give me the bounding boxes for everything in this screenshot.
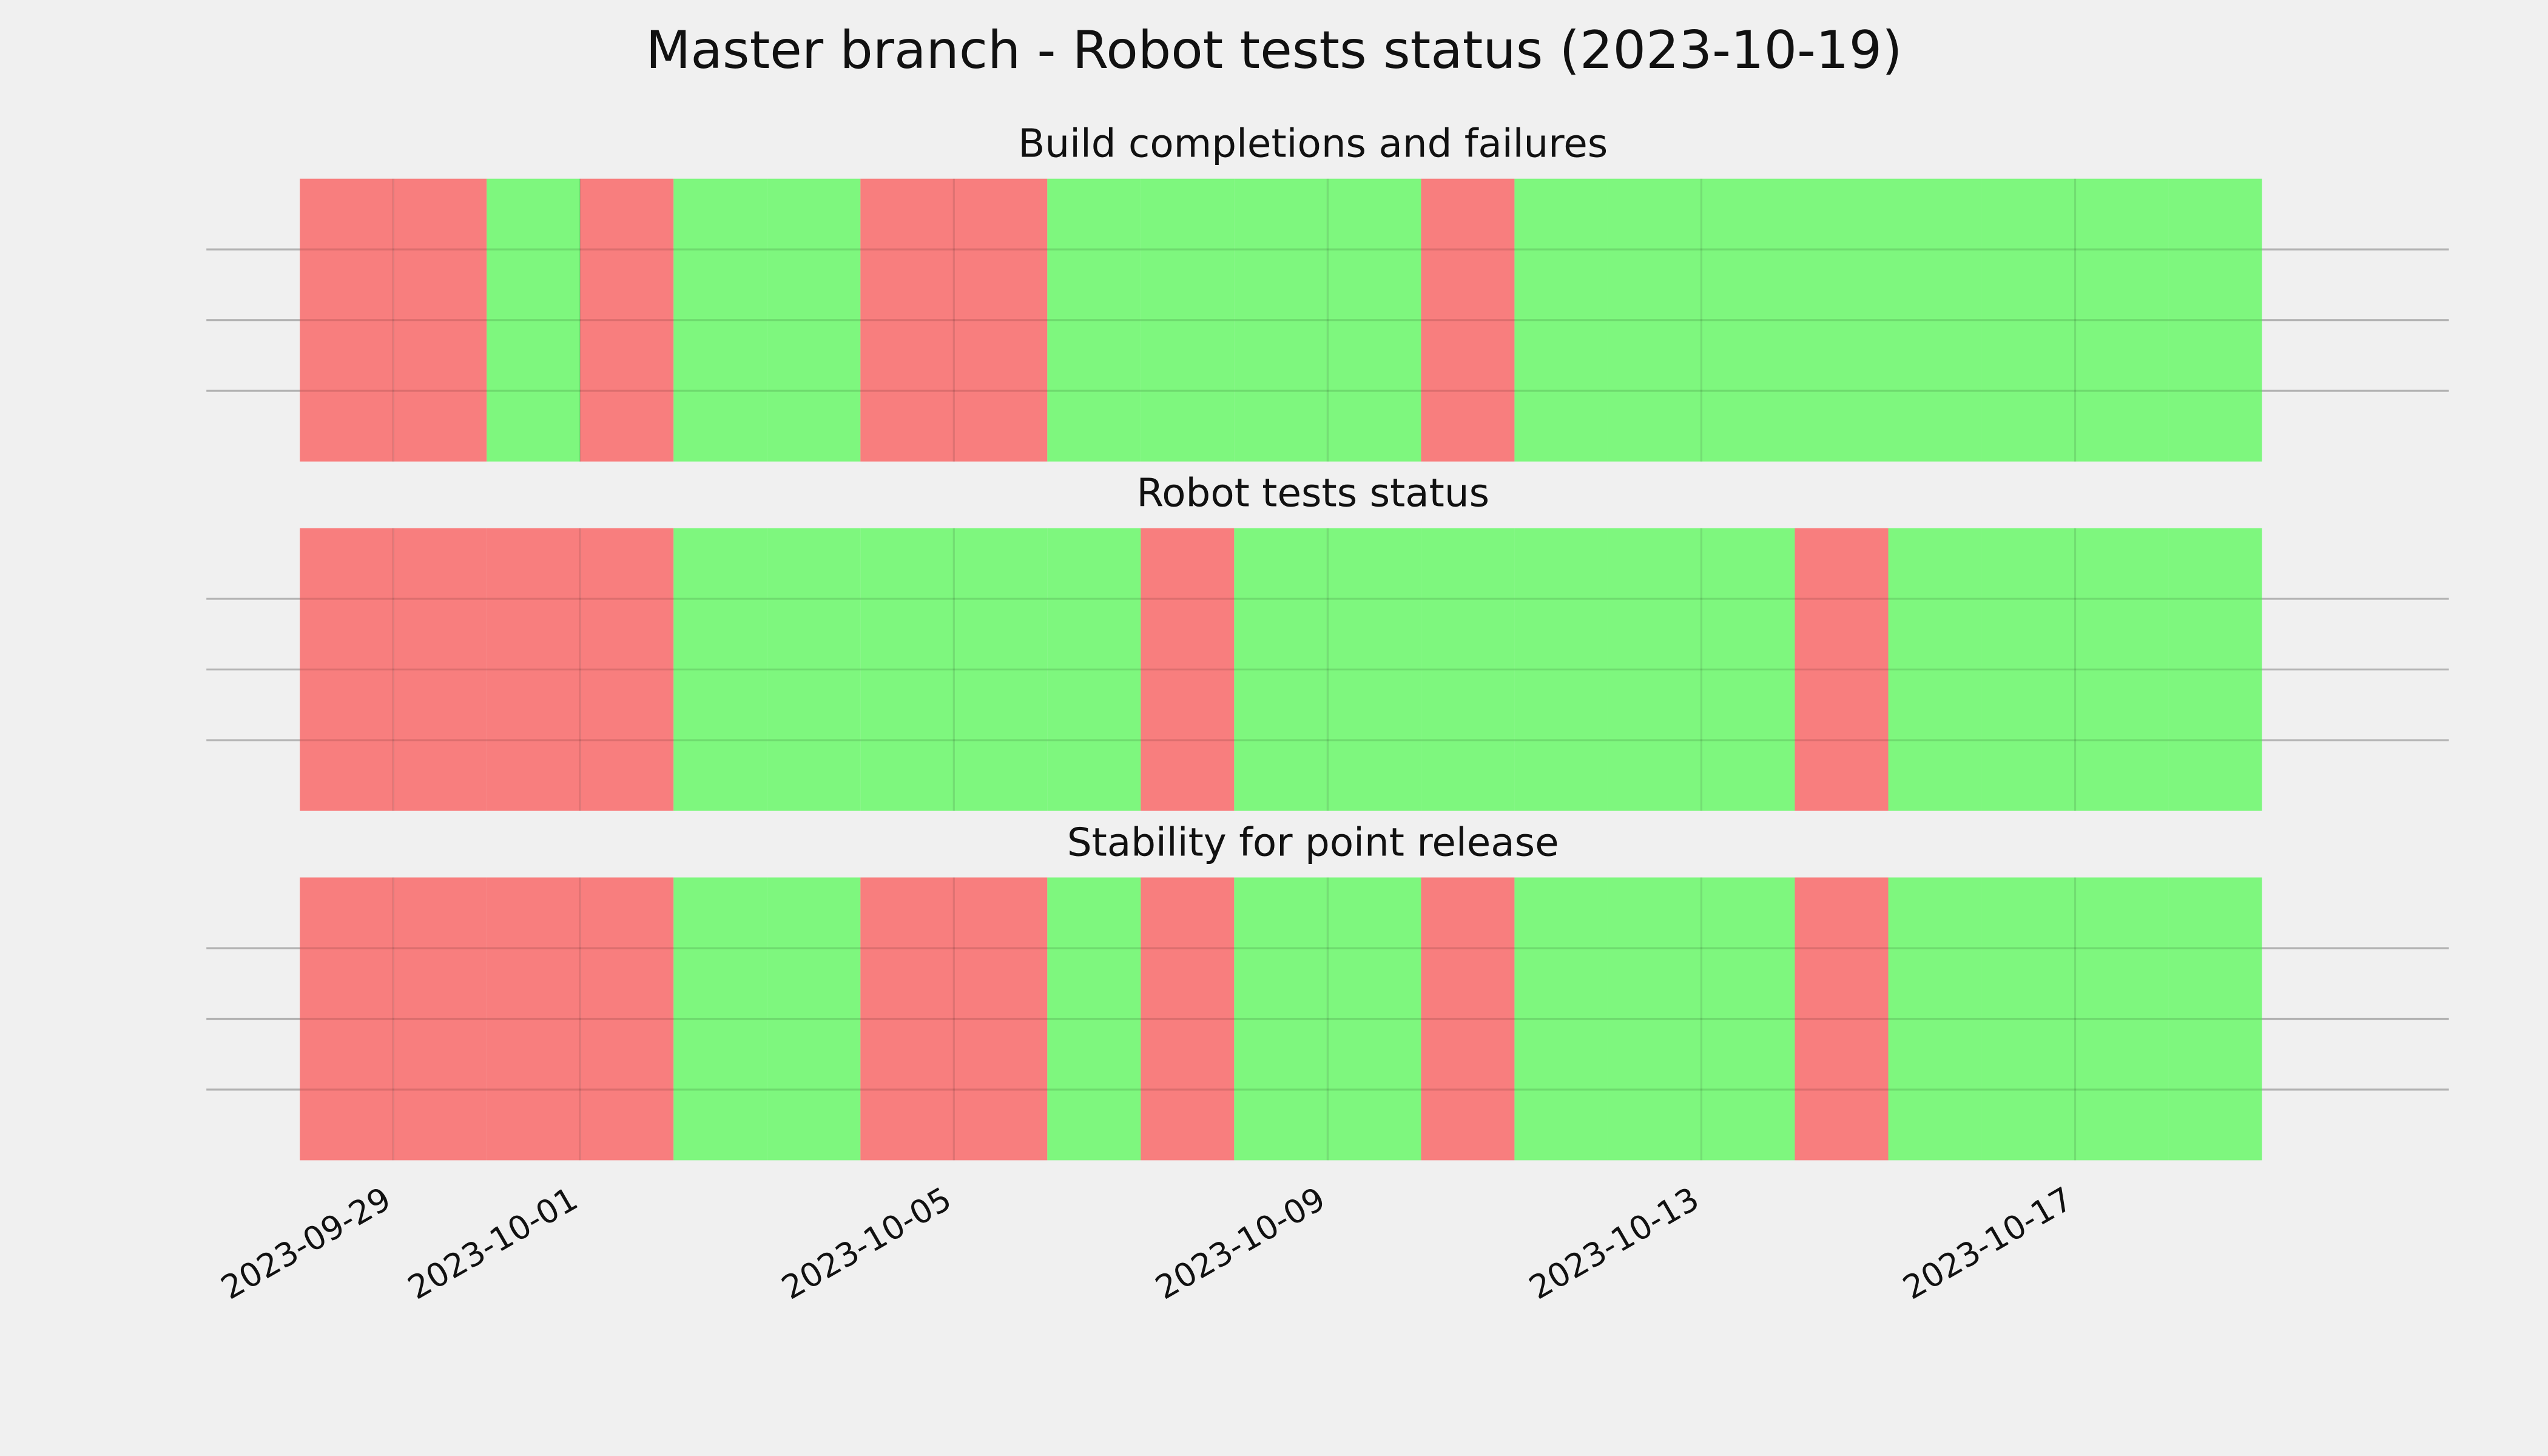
- status-bar: [1701, 877, 1795, 1161]
- status-bar: [1981, 178, 2075, 462]
- status-bar: [2075, 528, 2169, 811]
- status-bar: [1608, 877, 1702, 1161]
- status-bar: [1608, 178, 1702, 462]
- status-bar: [1608, 528, 1702, 811]
- status-bar: [2168, 178, 2262, 462]
- chart-title: Master branch - Robot tests status (2023…: [645, 20, 1902, 81]
- status-bar: [2075, 877, 2169, 1161]
- x-tick-label: 2023-10-13: [1523, 1179, 1705, 1307]
- status-bar: [393, 178, 487, 462]
- status-bar: [487, 877, 581, 1161]
- subplot-title: Stability for point release: [1067, 820, 1559, 865]
- status-bar: [673, 178, 767, 462]
- status-bar: [954, 528, 1048, 811]
- status-bar: [1795, 528, 1889, 811]
- x-tick-label: 2023-10-01: [402, 1179, 584, 1307]
- status-bar: [1141, 178, 1235, 462]
- status-bar: [1701, 178, 1795, 462]
- status-bar: [673, 528, 767, 811]
- status-bar: [1888, 528, 1982, 811]
- x-tick-label: 2023-09-29: [215, 1179, 397, 1307]
- status-bar: [860, 528, 954, 811]
- status-bar: [1421, 178, 1515, 462]
- status-bar: [2168, 877, 2262, 1161]
- x-tick-label: 2023-10-17: [1896, 1179, 2079, 1307]
- status-bar: [767, 528, 861, 811]
- status-bar: [1701, 528, 1795, 811]
- status-bar: [1981, 528, 2075, 811]
- status-bar: [487, 178, 581, 462]
- status-bar: [393, 877, 487, 1161]
- status-bar: [580, 178, 674, 462]
- status-bar: [767, 877, 861, 1161]
- status-bar: [1514, 877, 1608, 1161]
- status-bar: [1141, 877, 1235, 1161]
- status-bar: [580, 528, 674, 811]
- status-bar: [300, 877, 394, 1161]
- status-bar: [487, 528, 581, 811]
- status-bar: [1047, 178, 1141, 462]
- status-bar: [1421, 528, 1515, 811]
- x-tick-label: 2023-10-05: [775, 1179, 958, 1307]
- status-bar: [1141, 528, 1235, 811]
- status-bar: [1327, 877, 1421, 1161]
- status-bar: [1981, 877, 2075, 1161]
- status-bar: [1795, 877, 1889, 1161]
- status-bar: [580, 877, 674, 1161]
- status-bar: [2075, 178, 2169, 462]
- status-bar: [1795, 178, 1889, 462]
- status-bar: [1327, 178, 1421, 462]
- status-bar: [1047, 528, 1141, 811]
- status-bar: [1234, 528, 1328, 811]
- status-bar: [1234, 178, 1328, 462]
- status-bar: [393, 528, 487, 811]
- status-bar: [300, 178, 394, 462]
- subplot-title: Build completions and failures: [1018, 121, 1608, 167]
- status-bar: [1888, 877, 1982, 1161]
- status-bar: [860, 178, 954, 462]
- status-bar: [860, 877, 954, 1161]
- status-bar: [2168, 528, 2262, 811]
- status-bar: [1234, 877, 1328, 1161]
- status-bar: [1888, 178, 1982, 462]
- subplot-title: Robot tests status: [1136, 471, 1489, 516]
- status-bar: [1421, 877, 1515, 1161]
- status-bar: [767, 178, 861, 462]
- status-bar: [1514, 178, 1608, 462]
- x-tick-label: 2023-10-09: [1149, 1179, 1332, 1307]
- status-bar: [954, 178, 1048, 462]
- status-bar: [1327, 528, 1421, 811]
- status-bar: [1047, 877, 1141, 1161]
- status-bar: [300, 528, 394, 811]
- status-bar: [954, 877, 1048, 1161]
- status-bar: [1514, 528, 1608, 811]
- status-bar: [673, 877, 767, 1161]
